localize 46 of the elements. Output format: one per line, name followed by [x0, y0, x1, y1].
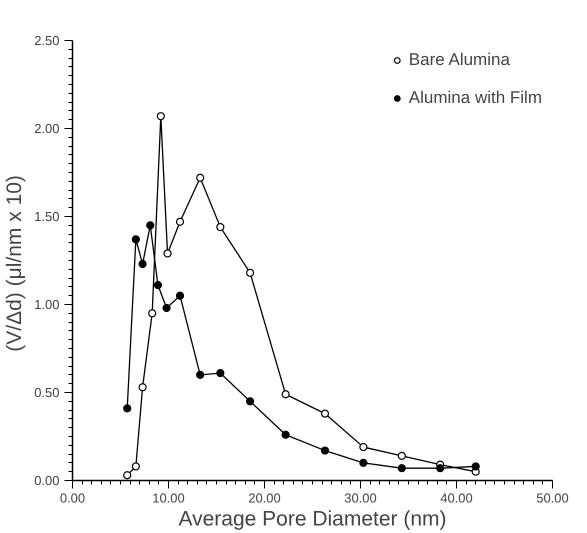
x-tick-label: 40.00: [440, 490, 473, 506]
y-tick-label: 0.00: [34, 473, 60, 488]
y-tick-label: 1.50: [34, 209, 60, 224]
point: [146, 221, 154, 230]
point: [359, 442, 368, 452]
y-tick-label: 2.00: [34, 121, 60, 136]
point: [123, 404, 132, 412]
point: [138, 383, 147, 392]
legend-label: Alumina with Film: [408, 88, 542, 108]
point: [162, 304, 171, 312]
point: [163, 249, 172, 258]
x-tick-label: 0.00: [60, 490, 86, 506]
x-tick-label: 20.00: [248, 490, 281, 506]
point: [132, 462, 140, 471]
point: [196, 370, 204, 379]
point: [176, 292, 184, 300]
y-axis-title: (V/Δd) (μl/nm x 10): [3, 175, 26, 352]
legend-label: Bare Alumina: [408, 50, 510, 70]
x-tick-label: 10.00: [152, 490, 185, 506]
point: [359, 458, 368, 467]
x-tick-label: 30.00: [344, 490, 377, 506]
point: [398, 464, 406, 472]
x-tick-label: 50.00: [536, 490, 569, 506]
point: [282, 430, 290, 439]
point: [320, 446, 330, 455]
point: [246, 397, 254, 406]
point: [138, 260, 147, 268]
y-tick-label: 1.00: [34, 297, 60, 312]
point: [123, 471, 132, 480]
point: [154, 281, 162, 290]
point: [216, 369, 224, 378]
point: [156, 112, 165, 120]
point: [320, 410, 330, 418]
point: [246, 268, 254, 277]
point: [176, 218, 184, 226]
point: [282, 390, 290, 398]
y-tick-label: 0.50: [34, 385, 60, 400]
point: [196, 174, 204, 182]
y-tick-label: 2.50: [34, 33, 60, 48]
x-axis-title: Average Pore Diameter (nm): [178, 508, 447, 530]
point: [472, 462, 480, 471]
point: [436, 464, 444, 472]
point: [132, 235, 140, 244]
point: [398, 452, 406, 460]
point: [148, 309, 156, 318]
point: [216, 222, 224, 232]
